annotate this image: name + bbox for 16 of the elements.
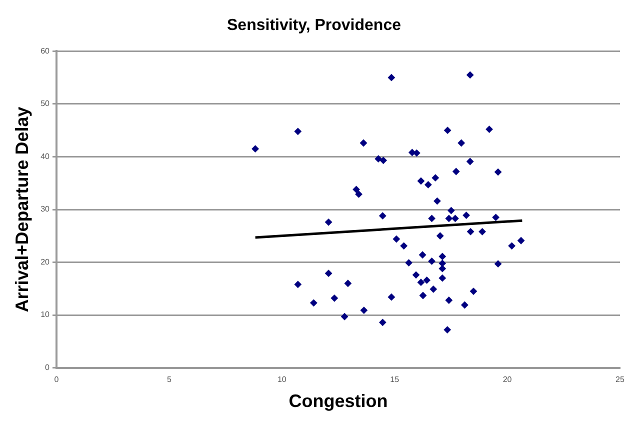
- y-tick-label: 20: [40, 257, 50, 266]
- x-tick-label: 25: [616, 374, 625, 384]
- x-tick-label: 5: [166, 374, 172, 384]
- y-tick-label: 60: [40, 46, 50, 56]
- x-tick-label: 0: [54, 374, 60, 384]
- y-tick-label: 10: [40, 310, 50, 320]
- x-tick-label: 20: [502, 374, 512, 384]
- chart-title: Sensitivity, Providence: [227, 17, 402, 34]
- x-tick-label: 15: [390, 374, 400, 384]
- y-tick-label: 0: [45, 363, 50, 372]
- x-tick-label: 10: [277, 374, 287, 384]
- y-tick-label: 30: [40, 204, 50, 214]
- y-tick-label: 40: [40, 152, 50, 161]
- y-tick-label: 50: [40, 99, 50, 108]
- y-axis-title: Arrival+Departure Delay: [12, 106, 32, 312]
- x-axis-title: Congestion: [288, 391, 388, 412]
